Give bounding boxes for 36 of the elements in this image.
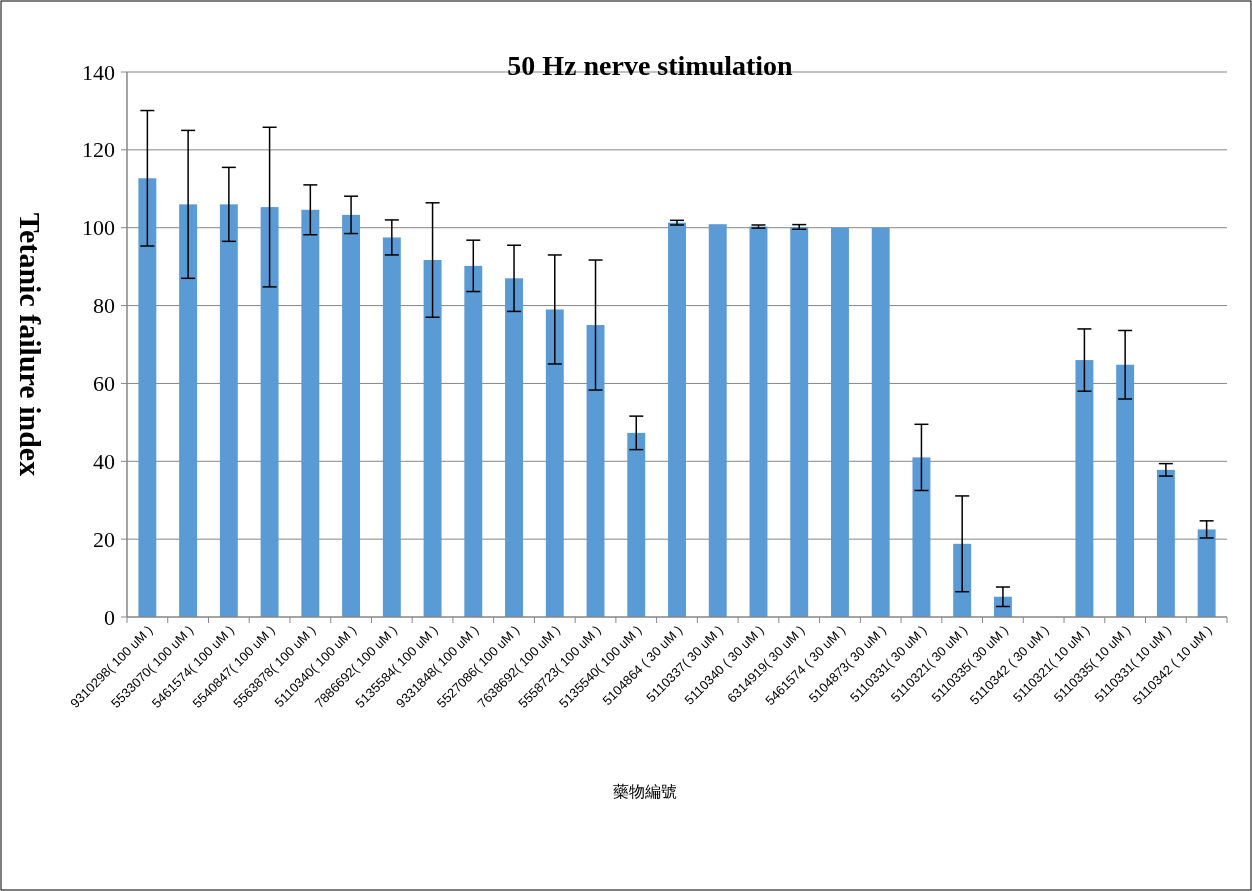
y-axis-title: Tetanic failure index — [13, 212, 47, 477]
bar — [464, 265, 483, 617]
bar — [179, 204, 198, 617]
bar — [790, 226, 809, 617]
y-tick-label: 40 — [93, 448, 115, 474]
y-tick-label: 120 — [82, 137, 115, 163]
bar — [505, 278, 523, 617]
bar — [912, 457, 931, 617]
bar — [708, 224, 727, 617]
y-tick-label: 0 — [104, 604, 115, 630]
bar — [138, 178, 157, 617]
bar — [749, 226, 768, 617]
x-axis-title: 藥物編號 — [613, 783, 677, 800]
bar — [545, 309, 564, 617]
bar — [831, 227, 849, 617]
y-tick-label: 140 — [82, 59, 115, 85]
bar — [627, 432, 646, 617]
bar — [1116, 364, 1135, 617]
y-tick-label: 80 — [93, 293, 115, 319]
bar — [342, 214, 361, 617]
bar — [1075, 360, 1094, 617]
bar — [586, 325, 605, 617]
y-tick-label: 100 — [82, 215, 115, 241]
y-tick-label: 60 — [93, 370, 115, 396]
bar — [1197, 529, 1216, 617]
bar — [423, 260, 442, 617]
bar — [953, 543, 972, 617]
bar — [382, 237, 401, 617]
y-tick-label: 20 — [93, 526, 115, 552]
bar — [871, 227, 890, 617]
chart-title: 50 Hz nerve stimulation — [507, 50, 794, 81]
bar — [668, 222, 686, 617]
bar — [301, 209, 320, 617]
bar — [260, 207, 279, 617]
bar — [219, 204, 238, 617]
bar — [1156, 469, 1175, 617]
